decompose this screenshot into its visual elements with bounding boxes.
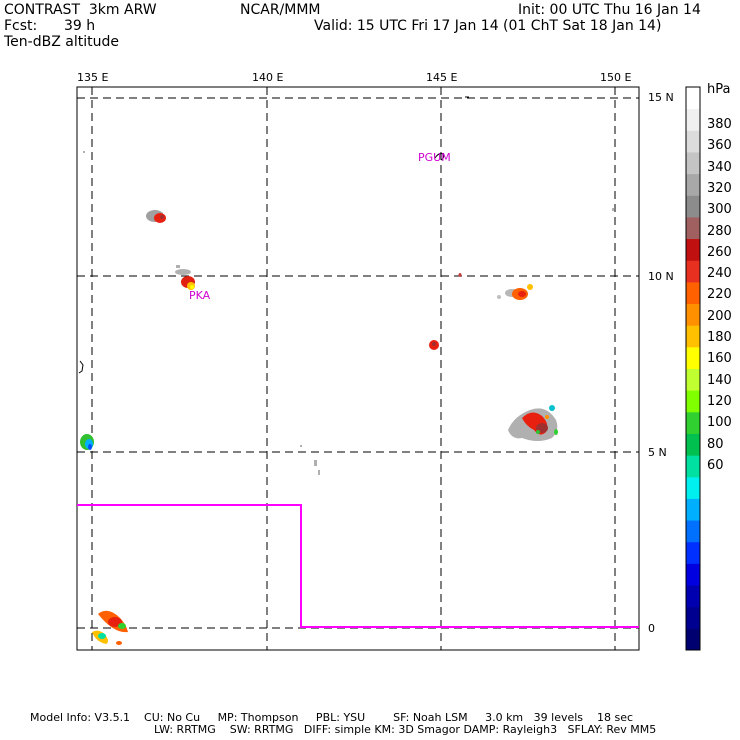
colorbar-swatch [686, 433, 700, 456]
fcst-label: Fcst: [4, 18, 38, 34]
station-label-pka: PKA [189, 289, 211, 302]
domain-boundary [77, 504, 639, 628]
colorbar-label: 240 [707, 266, 732, 282]
colorbar-frame [685, 86, 701, 651]
colorbar-label: 80 [707, 436, 724, 452]
init-time: Init: 00 UTC Thu 16 Jan 14 [518, 2, 701, 18]
colorbar-swatch [686, 303, 700, 326]
colorbar-swatch [686, 325, 700, 348]
colorbar-label: 380 [707, 117, 732, 132]
echo-cell-nw [146, 210, 166, 223]
colorbar-label: 100 [707, 415, 732, 431]
colorbar-label: 220 [707, 287, 732, 303]
fcst-value: 39 h [64, 18, 96, 34]
footer-model-info: Model Info: V3.5.1 CU: No Cu MP: Thompso… [30, 711, 634, 724]
graticule [77, 87, 639, 650]
colorbar-label: 120 [707, 393, 732, 409]
colorbar-swatch [686, 108, 700, 131]
lat-label-0: 0 [648, 622, 655, 635]
lat-label-5n: 5 N [648, 446, 667, 459]
colorbar-label: 320 [707, 180, 732, 196]
colorbar-swatch [686, 498, 700, 521]
colorbar-swatch [686, 281, 700, 305]
echo-cell-pka [175, 269, 195, 290]
colorbar-swatch [686, 238, 700, 261]
colorbar-swatch [686, 368, 700, 391]
colorbar-swatch [686, 216, 700, 240]
colorbar-swatch [686, 476, 700, 499]
colorbar-swatch [686, 541, 700, 564]
colorbar-label: 60 [707, 457, 724, 473]
colorbar-label: 280 [707, 223, 732, 239]
lon-label-150: 150 E [600, 71, 632, 84]
colorbar-swatch [686, 346, 700, 369]
colorbar-swatch [686, 585, 700, 608]
org-label: NCAR/MMM [240, 2, 321, 18]
lat-label-10n: 10 N [648, 270, 674, 283]
lon-label-135: 135 E [77, 71, 109, 84]
colorbar-label: 140 [707, 372, 732, 388]
field-title: Ten-dBZ altitude [4, 34, 119, 50]
station-label-pgum: PGUM [418, 151, 451, 164]
colorbar-swatch [686, 520, 700, 543]
colorbar-swatch [686, 628, 700, 651]
colorbar-swatch [686, 195, 700, 218]
colorbar-label: 260 [707, 244, 732, 260]
lat-label-15n: 15 N [648, 91, 674, 104]
lon-label-140: 140 E [252, 71, 284, 84]
colorbar-swatch [686, 260, 700, 283]
echo-cells [80, 151, 614, 645]
colorbar-label: 180 [707, 330, 732, 345]
colorbar-swatch [686, 455, 700, 478]
colorbar-swatch [686, 130, 700, 153]
echo-light-specks [83, 151, 614, 475]
echo-cell-west-edge [80, 434, 94, 450]
colorbar-label: 340 [707, 159, 732, 175]
colorbar-swatch [686, 173, 700, 196]
colorbar-swatch [686, 563, 700, 586]
footer-physics-info: LW: RRTMG SW: RRTMG DIFF: simple KM: 3D … [154, 723, 657, 736]
colorbar-swatch [686, 151, 700, 175]
colorbar [685, 86, 701, 651]
coastlines [78, 96, 469, 374]
guam-coastline [434, 153, 445, 161]
colorbar-swatch [686, 606, 700, 629]
west-coastline [78, 360, 84, 374]
echo-cell-east-south [508, 405, 558, 441]
colorbar-label: 360 [707, 138, 732, 154]
plot-frame [76, 86, 640, 651]
echo-cell-east-north [497, 284, 533, 300]
lon-label-145: 145 E [426, 71, 458, 84]
colorbar-swatch [686, 87, 700, 110]
colorbar-unit: hPa [707, 82, 731, 97]
valid-time: Valid: 15 UTC Fri 17 Jan 14 (01 ChT Sat … [314, 18, 662, 34]
colorbar-label: 300 [707, 202, 732, 218]
echo-cell-mid [429, 273, 462, 350]
echo-cell-equator [92, 610, 128, 645]
colorbar-swatch [686, 390, 700, 413]
colorbar-label: 200 [707, 308, 732, 324]
colorbar-label: 160 [707, 351, 732, 367]
colorbar-swatch [686, 411, 700, 434]
model-title: CONTRAST 3km ARW [4, 2, 157, 18]
